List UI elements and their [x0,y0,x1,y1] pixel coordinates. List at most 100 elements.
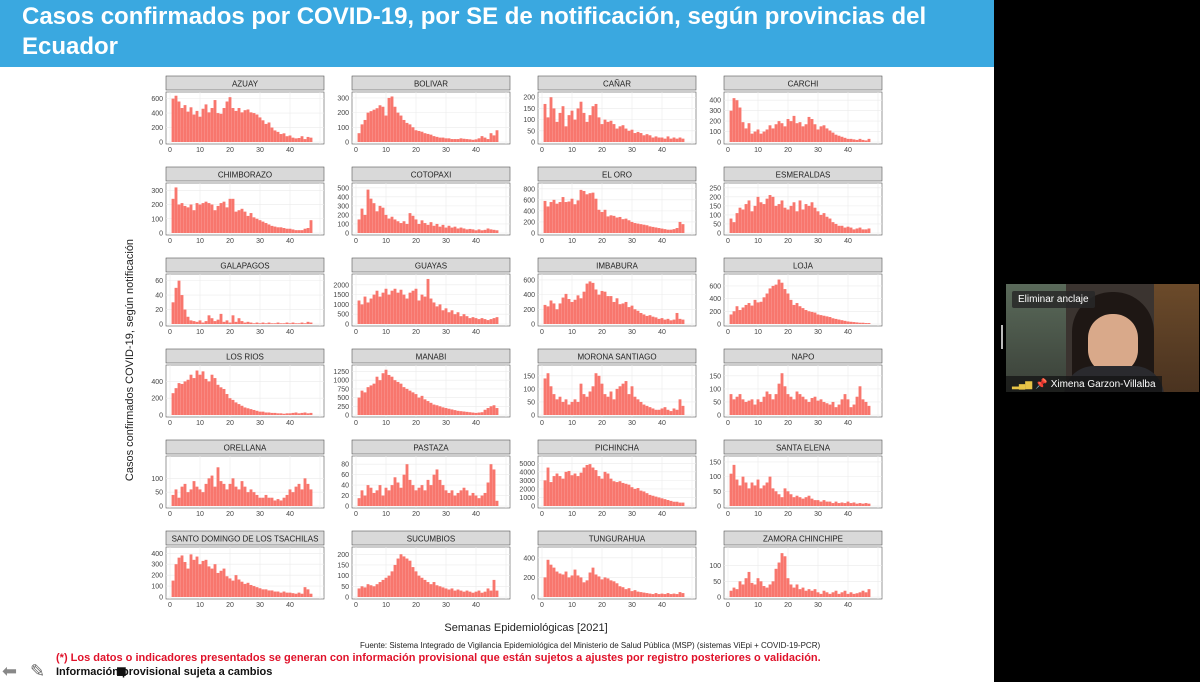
bar-guayas-week-20 [414,288,418,324]
bar-morona-santiago-week-17 [591,386,595,415]
bar-el-oro-week-47 [681,224,685,233]
x-tick-label: 20 [598,329,606,336]
bar-esmeraldas-week-21 [789,205,793,233]
y-tick-label: 50 [527,128,535,135]
bar-carchi-week-10 [756,129,760,142]
unpin-button[interactable]: Eliminar anclaje [1012,291,1095,308]
bar-cañar-week-47 [681,138,685,142]
bar-morona-santiago-week-46 [678,399,682,415]
y-tick-label: 400 [151,379,163,386]
bar-esmeraldas-week-38 [840,225,844,233]
bar-manabi-week-15 [399,383,403,415]
bar-santo-domingo-de-los-tsachilas-week-32 [264,589,268,597]
participant-video-tile[interactable] [1006,284,1199,392]
panel-splitter[interactable] [1001,325,1003,349]
bar-guayas-week-18 [408,292,412,324]
bar-galapagos-week-31 [261,322,265,324]
bar-el-oro-week-38 [654,227,658,233]
bar-azuay-week-39 [285,136,289,142]
x-tick-label: 0 [354,238,358,245]
bar-guayas-week-10 [384,288,388,324]
x-tick-label: 10 [382,329,390,336]
bar-pastaza-week-43 [483,492,487,506]
y-tick-label: 750 [337,386,349,393]
cursor-icon[interactable]: ■ [116,661,127,681]
bar-galapagos-week-7 [189,320,193,324]
bar-azuay-week-7 [189,107,193,142]
pencil-icon[interactable]: ✎ [30,661,46,681]
bar-sucumbios-week-25 [429,584,433,597]
bar-morona-santiago-week-25 [615,388,619,415]
facet-strip-sucumbios [351,530,511,546]
bar-santo-domingo-de-los-tsachilas-week-31 [261,589,265,597]
x-tick-label: 0 [354,511,358,518]
bar-pastaza-week-46 [492,469,496,506]
bar-chimborazo-week-44 [300,230,304,233]
bar-chimborazo-week-20 [228,198,232,233]
x-tick-label: 0 [726,602,730,609]
bar-galapagos-week-24 [240,321,244,324]
y-tick-label: 0 [159,322,163,329]
bar-galapagos-week-39 [285,322,289,324]
bar-bolivar-week-34 [456,139,460,142]
bar-el-oro-week-12 [576,200,580,233]
bar-cotopaxi-week-5 [369,198,373,233]
bar-tungurahua-week-14 [582,582,586,597]
bar-pichincha-week-38 [654,496,658,506]
participant-name-tag: ▂▄▆ 📌 Ximena Garzon-Villalba [1006,376,1162,392]
bar-orellana-week-35 [273,500,277,506]
bar-tungurahua-week-2 [546,559,550,597]
bar-chimborazo-week-29 [255,218,259,233]
bar-loja-week-11 [759,301,763,324]
bar-orellana-week-33 [267,497,271,506]
bar-santo-domingo-de-los-tsachilas-week-2 [174,564,178,597]
bar-tungurahua-week-5 [555,571,559,597]
bar-galapagos-week-41 [291,322,295,324]
bar-el-oro-week-39 [657,228,661,233]
bar-zamora-chinchipe-week-47 [867,589,871,597]
bar-loja-week-26 [804,310,808,324]
bar-santo-domingo-de-los-tsachilas-week-19 [225,576,229,597]
y-tick-label: 50 [713,221,721,228]
bar-sucumbios-week-42 [480,592,484,597]
bar-orellana-week-21 [231,478,235,506]
bar-morona-santiago-week-23 [609,391,613,415]
bar-guayas-week-24 [426,278,430,324]
bar-el-oro-week-13 [579,189,583,233]
facet-title-pichincha: PICHINCHA [595,444,640,453]
bar-orellana-week-26 [246,492,250,506]
bar-morona-santiago-week-27 [621,383,625,415]
bar-guayas-week-12 [390,290,394,324]
bar-chimborazo-week-38 [282,228,286,233]
bar-bolivar-week-37 [465,139,469,142]
bar-los-rios-week-16 [216,384,220,415]
bar-carchi-week-35 [831,132,835,142]
bar-galapagos-week-20 [228,322,232,324]
facet-strip-azuay [165,75,325,91]
bar-santo-domingo-de-los-tsachilas-week-24 [240,581,244,597]
bar-orellana-week-42 [294,486,298,506]
y-tick-label: 250 [709,185,721,192]
bar-santo-domingo-de-los-tsachilas-week-25 [243,583,247,597]
bar-sucumbios-week-36 [462,591,466,597]
bar-manabi-week-44 [486,408,490,415]
x-tick-label: 30 [256,147,264,154]
bar-napo-week-46 [864,401,868,415]
bar-guayas-week-17 [405,298,409,324]
bar-los-rios-week-8 [192,378,196,415]
bar-loja-week-46 [864,323,868,324]
bar-santo-domingo-de-los-tsachilas-week-29 [255,587,259,597]
arrow-left-icon[interactable]: ⬅ [2,661,18,681]
bar-carchi-week-27 [807,116,811,142]
bar-tungurahua-week-40 [660,593,664,597]
bar-los-rios-week-6 [186,379,190,415]
bar-cañar-week-25 [615,128,619,142]
bar-azuay-week-28 [252,113,256,142]
bar-orellana-week-14 [210,475,214,506]
bar-orellana-week-17 [219,481,223,506]
bar-esmeraldas-week-18 [780,200,784,233]
bar-santa-elena-week-31 [819,501,823,506]
x-axis-label: Semanas Epidemiológicas [2021] [444,622,608,634]
bar-manabi-week-5 [369,385,373,415]
bar-loja-week-25 [801,308,805,324]
